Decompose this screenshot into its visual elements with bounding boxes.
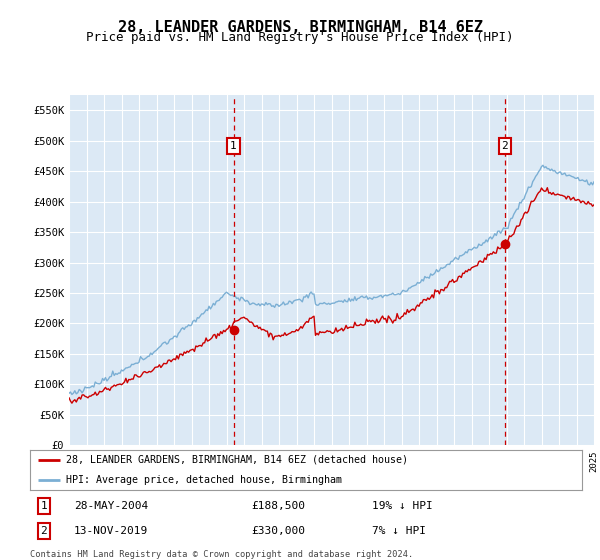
Text: 2: 2	[40, 526, 47, 536]
Text: 13-NOV-2019: 13-NOV-2019	[74, 526, 148, 536]
Text: Contains HM Land Registry data © Crown copyright and database right 2024.
This d: Contains HM Land Registry data © Crown c…	[30, 550, 413, 560]
Text: 28-MAY-2004: 28-MAY-2004	[74, 501, 148, 511]
Text: 7% ↓ HPI: 7% ↓ HPI	[372, 526, 426, 536]
Text: 2: 2	[502, 141, 508, 151]
Text: £330,000: £330,000	[251, 526, 305, 536]
Text: 28, LEANDER GARDENS, BIRMINGHAM, B14 6EZ (detached house): 28, LEANDER GARDENS, BIRMINGHAM, B14 6EZ…	[66, 455, 408, 465]
Text: 1: 1	[230, 141, 237, 151]
Text: Price paid vs. HM Land Registry's House Price Index (HPI): Price paid vs. HM Land Registry's House …	[86, 31, 514, 44]
Text: £188,500: £188,500	[251, 501, 305, 511]
Text: 1: 1	[40, 501, 47, 511]
Text: 28, LEANDER GARDENS, BIRMINGHAM, B14 6EZ: 28, LEANDER GARDENS, BIRMINGHAM, B14 6EZ	[118, 20, 482, 35]
Text: 19% ↓ HPI: 19% ↓ HPI	[372, 501, 433, 511]
Text: HPI: Average price, detached house, Birmingham: HPI: Average price, detached house, Birm…	[66, 475, 342, 485]
